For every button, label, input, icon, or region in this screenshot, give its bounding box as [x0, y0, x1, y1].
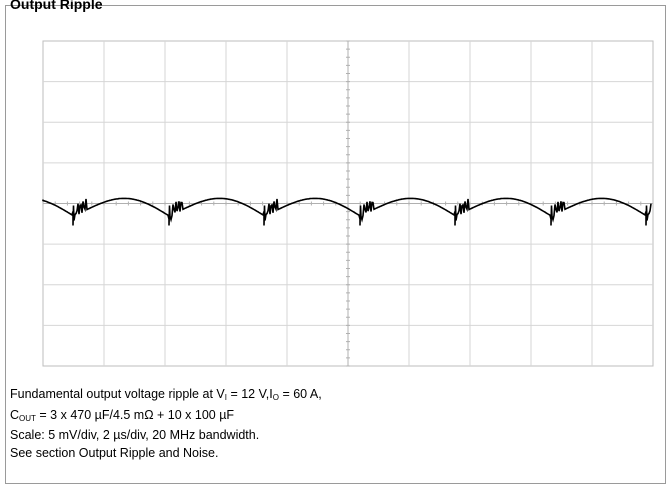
- caption-text: Scale: 5 mV/div, 2 µs/div, 20 MHz bandwi…: [10, 428, 260, 442]
- caption-line: Scale: 5 mV/div, 2 µs/div, 20 MHz bandwi…: [10, 427, 322, 445]
- oscilloscope-screen: [42, 40, 654, 367]
- subscript: OUT: [19, 413, 36, 423]
- caption-line: Fundamental output voltage ripple at VI …: [10, 386, 322, 407]
- figure-frame: Output Ripple Fundamental output voltage…: [5, 0, 666, 484]
- caption-line: COUT = 3 x 470 µF/4.5 mΩ + 10 x 100 µF: [10, 407, 322, 428]
- caption-text: See section Output Ripple and Noise.: [10, 445, 219, 460]
- caption-text: C: [10, 407, 20, 422]
- caption-text: = 3 x 470 µF/4.5 mΩ + 10 x 100 µF: [35, 407, 235, 422]
- caption-text: = 60 A,: [278, 387, 322, 401]
- caption-line: See section Output Ripple and Noise.: [10, 445, 322, 463]
- ripple-trace: [42, 197, 652, 226]
- caption-text: Fundamental output voltage ripple at V: [10, 387, 225, 401]
- caption-text: = 12 V,I: [226, 387, 273, 401]
- subscript: I: [224, 393, 227, 402]
- figure-title: Output Ripple: [10, 0, 103, 12]
- caption: Fundamental output voltage ripple at VI …: [10, 386, 322, 462]
- subscript: O: [272, 393, 279, 402]
